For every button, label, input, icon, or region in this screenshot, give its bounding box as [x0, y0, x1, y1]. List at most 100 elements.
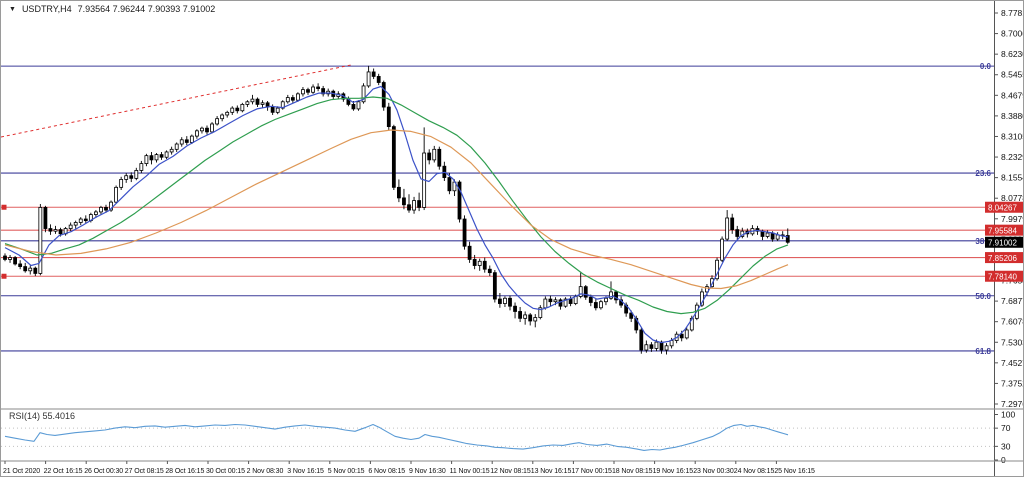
- price-tick-label[interactable]: 7.60785: [1001, 317, 1024, 327]
- candle-body: [139, 163, 144, 171]
- price-badge-label: 7.95584: [988, 226, 1017, 235]
- time-tick-label[interactable]: 9 Nov 16:30: [409, 468, 446, 475]
- candle-body: [785, 235, 790, 243]
- price-tick-label[interactable]: 7.37520: [1001, 378, 1024, 388]
- price-tick-label[interactable]: 7.29765: [1001, 399, 1024, 409]
- price-tick-label[interactable]: 8.31050: [1001, 131, 1024, 141]
- candle-body: [482, 260, 487, 270]
- candle-body: [659, 341, 664, 351]
- candle-body: [462, 218, 467, 247]
- price-badge-7.91002[interactable]: [985, 236, 1024, 248]
- candle-body: [376, 76, 381, 83]
- time-tick-label[interactable]: 18 Nov 08:15: [612, 468, 653, 475]
- time-tick-label[interactable]: 17 Nov 00:15: [571, 468, 612, 475]
- candle-body: [8, 257, 12, 260]
- candle-body: [407, 204, 411, 211]
- candle-body: [23, 266, 28, 272]
- rsi-scale-label: 0: [1001, 455, 1006, 465]
- time-tick-label[interactable]: 11 Nov 00:15: [450, 468, 490, 475]
- price-tick-label[interactable]: 7.99795: [1001, 214, 1024, 224]
- candle-body: [477, 260, 482, 266]
- price-tick-label[interactable]: 8.77815: [1001, 8, 1024, 18]
- price-tick-label[interactable]: 7.45275: [1001, 358, 1024, 368]
- candle-body: [705, 286, 709, 293]
- candle-body: [644, 344, 649, 351]
- rsi-line: [4, 423, 789, 451]
- candle-body: [3, 255, 7, 260]
- price-badge-label: 7.78140: [988, 272, 1017, 281]
- time-tick-label[interactable]: 19 Nov 16:15: [653, 468, 694, 475]
- candle-body: [194, 130, 199, 137]
- candle-body: [184, 139, 189, 143]
- time-tick-label[interactable]: 21 Oct 2020: [3, 468, 40, 475]
- candle-body: [134, 170, 139, 179]
- time-tick-label[interactable]: 30 Oct 00:15: [206, 468, 245, 475]
- candle-body: [568, 298, 573, 304]
- price-tick-label[interactable]: 8.54550: [1001, 70, 1024, 80]
- time-tick-label[interactable]: 27 Oct 08:15: [125, 468, 164, 475]
- candle-body: [68, 224, 73, 229]
- price-badge-7.95584[interactable]: [985, 224, 1024, 236]
- time-tick-label[interactable]: 13 Nov 16:15: [531, 468, 572, 475]
- price-badge-label: 7.85206: [988, 254, 1017, 263]
- candle-body: [508, 297, 512, 307]
- sr-line-handle-0[interactable]: [1, 204, 7, 210]
- price-tick-label[interactable]: 8.46795: [1001, 90, 1024, 100]
- time-tick-label[interactable]: 23 Nov 00:30: [693, 468, 734, 475]
- candle-body: [311, 86, 315, 93]
- price-tick-label[interactable]: 8.15540: [1001, 173, 1024, 183]
- candle-body: [83, 218, 88, 222]
- price-badge-7.85206[interactable]: [985, 252, 1024, 264]
- candle-body: [669, 340, 674, 347]
- candle-body: [599, 301, 603, 309]
- candle-body: [639, 329, 644, 351]
- time-tick-label[interactable]: 12 Nov 08:15: [490, 468, 531, 475]
- rsi-indicator-label: RSI(14) 55.4016: [9, 411, 76, 421]
- candle-body: [533, 317, 538, 322]
- time-tick-label[interactable]: 25 Nov 16:15: [774, 468, 815, 475]
- fib-label-0.0: 0.0: [980, 62, 992, 71]
- price-badge-8.04267[interactable]: [985, 201, 1024, 213]
- candle-body: [109, 201, 113, 211]
- time-tick-label[interactable]: 3 Nov 16:15: [287, 468, 324, 475]
- time-tick-label[interactable]: 22 Oct 16:15: [44, 468, 83, 475]
- candle-body: [58, 229, 63, 235]
- fib-label-50.0: 50.0: [975, 292, 991, 301]
- time-tick-label[interactable]: 5 Nov 00:15: [328, 468, 365, 475]
- time-tick-label[interactable]: 26 Oct 00:30: [84, 468, 123, 475]
- time-tick-label[interactable]: 6 Nov 08:15: [368, 468, 405, 475]
- candle-body: [649, 344, 654, 349]
- price-badge-label: 8.04267: [988, 203, 1017, 212]
- price-tick-label[interactable]: 7.68775: [1001, 296, 1024, 306]
- candle-body: [104, 207, 108, 211]
- candle-body: [472, 259, 477, 266]
- candle-body: [200, 127, 204, 132]
- price-tick-label[interactable]: 8.70060: [1001, 29, 1024, 39]
- time-tick-label[interactable]: 28 Oct 16:15: [165, 468, 204, 475]
- candle-body: [664, 345, 669, 351]
- time-tick-label[interactable]: 24 Nov 08:15: [734, 468, 775, 475]
- price-tick-label[interactable]: 8.23295: [1001, 152, 1024, 162]
- candle-body: [457, 181, 462, 220]
- candle-body: [720, 238, 724, 261]
- candle-body: [396, 186, 401, 199]
- sr-line-handle-3[interactable]: [1, 273, 7, 279]
- price-badge-7.78140[interactable]: [985, 270, 1024, 282]
- price-tick-label[interactable]: 8.07785: [1001, 193, 1024, 203]
- price-tick-label[interactable]: 7.53030: [1001, 337, 1024, 347]
- fib-label-61.8: 61.8: [975, 347, 991, 356]
- candle-body: [528, 314, 533, 322]
- candle-body: [306, 89, 310, 93]
- candle-body: [523, 314, 528, 319]
- candle-body: [255, 98, 260, 105]
- candle-body: [174, 143, 179, 150]
- candle-body: [99, 207, 103, 213]
- candle-body: [553, 299, 558, 303]
- time-tick-label[interactable]: 2 Nov 08:30: [247, 468, 284, 475]
- candle-body: [654, 341, 659, 349]
- candle-body: [503, 297, 507, 304]
- candle-body: [563, 298, 568, 307]
- price-tick-label[interactable]: 8.38805: [1001, 111, 1024, 121]
- price-tick-label[interactable]: 8.62305: [1001, 49, 1024, 59]
